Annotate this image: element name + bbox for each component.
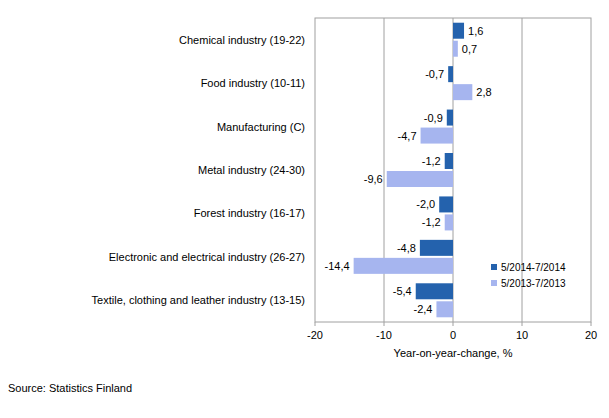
bar bbox=[445, 153, 453, 169]
legend-swatch bbox=[491, 264, 497, 270]
bar bbox=[445, 214, 453, 230]
bar bbox=[436, 301, 453, 317]
data-label: 2,8 bbox=[476, 86, 491, 98]
bar bbox=[439, 196, 453, 212]
x-axis-label: Year-on-year-change, % bbox=[394, 347, 513, 359]
bar bbox=[447, 110, 453, 126]
bars bbox=[354, 23, 473, 318]
bar bbox=[453, 23, 464, 39]
grid-line bbox=[453, 18, 454, 322]
data-label: 0,7 bbox=[462, 43, 477, 55]
source-note: Source: Statistics Finland bbox=[8, 382, 132, 394]
data-label: -9,6 bbox=[364, 173, 383, 185]
grid-line bbox=[522, 18, 523, 322]
bar bbox=[453, 41, 458, 57]
data-label: -5,4 bbox=[393, 285, 412, 297]
bar bbox=[354, 258, 453, 274]
data-label: -2,4 bbox=[413, 303, 432, 315]
grid-line bbox=[384, 18, 385, 322]
tick-label: -20 bbox=[307, 329, 323, 341]
tick-mark bbox=[384, 322, 385, 326]
bar bbox=[420, 240, 453, 256]
bar bbox=[416, 283, 453, 299]
data-label: -2,0 bbox=[416, 198, 435, 210]
data-label: -1,2 bbox=[422, 155, 441, 167]
category-label: Forest industry (16-17) bbox=[194, 207, 305, 219]
data-label: -0,7 bbox=[425, 68, 444, 80]
data-label: -1,2 bbox=[422, 216, 441, 228]
category-label: Textile, clothing and leather industry (… bbox=[92, 294, 305, 306]
tick-label: -10 bbox=[376, 329, 392, 341]
category-label: Manufacturing (C) bbox=[217, 121, 305, 133]
data-label: 1,6 bbox=[468, 25, 483, 37]
bar bbox=[453, 84, 472, 100]
legend-label: 5/2013-7/2013 bbox=[501, 278, 566, 289]
category-label: Electronic and electrical industry (26-2… bbox=[109, 251, 305, 263]
tick-mark bbox=[591, 322, 592, 326]
plot-frame bbox=[315, 18, 591, 322]
category-label: Chemical industry (19-22) bbox=[179, 34, 305, 46]
bar bbox=[421, 128, 453, 144]
data-label: -4,8 bbox=[397, 242, 416, 254]
chart: -20 -10 0 10 20 Chemical industry (19-22) Food… bbox=[0, 0, 609, 418]
bar bbox=[448, 66, 453, 82]
data-label: -4,7 bbox=[398, 130, 417, 142]
tick-mark bbox=[315, 322, 316, 326]
legend-swatch bbox=[491, 280, 497, 286]
tick-label: 10 bbox=[516, 329, 528, 341]
bar bbox=[387, 171, 453, 187]
tick-label: 20 bbox=[585, 329, 597, 341]
category-label: Metal industry (24-30) bbox=[198, 164, 305, 176]
tick-label: 0 bbox=[450, 329, 456, 341]
tick-mark bbox=[522, 322, 523, 326]
category-label: Food industry (10-11) bbox=[201, 77, 305, 89]
data-label: -0,9 bbox=[424, 112, 443, 124]
tick-mark bbox=[453, 322, 454, 326]
data-label: -14,4 bbox=[325, 260, 350, 272]
legend-label: 5/2014-7/2014 bbox=[501, 262, 566, 273]
